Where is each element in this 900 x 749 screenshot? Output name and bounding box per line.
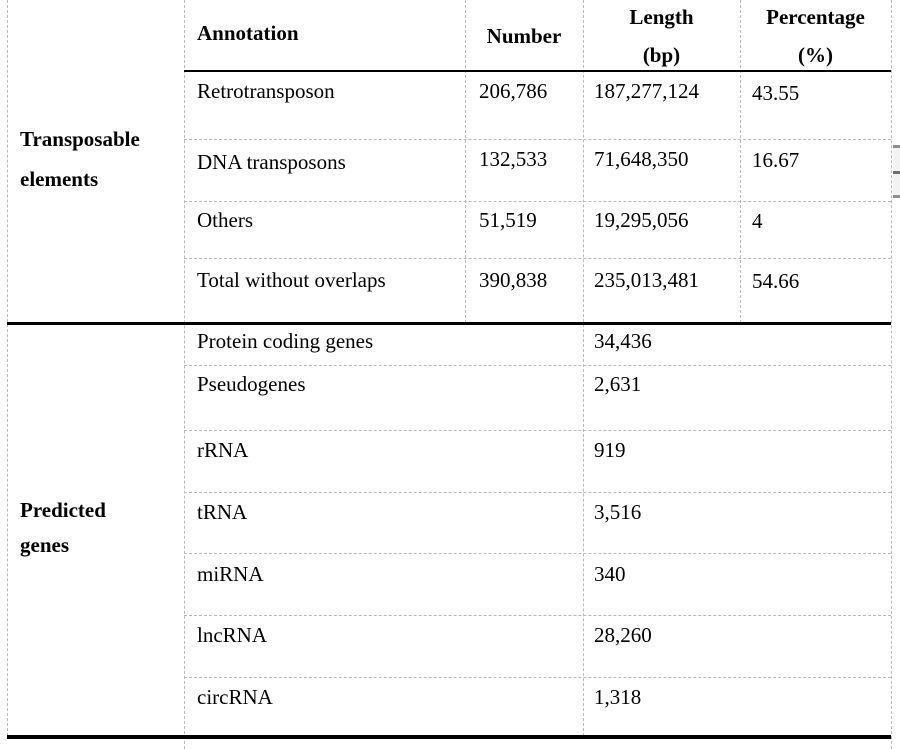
row-rrna-number: 919 [594, 438, 626, 462]
row-dna-transposons-annotation: DNA transposons [197, 150, 346, 174]
row-dna-transposons-percentage: 16.67 [752, 148, 800, 172]
row-mirna-annotation: miRNA [197, 562, 264, 586]
row-gridline [184, 365, 891, 366]
row-trna-annotation: tRNA [197, 500, 248, 524]
header-annotation: Annotation [197, 21, 299, 45]
header-percentage-line2: (%) [798, 43, 833, 67]
number-length-divider [583, 0, 584, 736]
row-protein-coding-number: 34,436 [594, 329, 652, 353]
row-pseudogenes-number: 2,631 [594, 372, 642, 396]
header-underline [184, 70, 891, 72]
row-circrna-number: 1,318 [594, 685, 642, 709]
row-gridline [184, 492, 891, 493]
group-label-transposable-line2: elements [20, 167, 99, 191]
scrollbar-bottom-edge [893, 195, 900, 198]
group-label-predicted-line1: Predicted [20, 498, 106, 522]
row-retrotransposon-number: 206,786 [479, 79, 548, 103]
table-bottom-rule [7, 735, 891, 739]
row-gridline [184, 615, 891, 616]
row-retrotransposon-length: 187,277,124 [594, 79, 699, 103]
row-others-number: 51,519 [479, 208, 537, 232]
row-gridline [184, 430, 891, 431]
group-label-transposable-line1: Transposable [20, 127, 140, 151]
row-gridline [184, 677, 891, 678]
section-divider-rule [7, 322, 891, 325]
row-lncrna-number: 28,260 [594, 623, 652, 647]
row-trna-number: 3,516 [594, 500, 642, 524]
row-gridline [184, 258, 891, 259]
row-circrna-annotation: circRNA [197, 685, 273, 709]
row-pseudogenes-annotation: Pseudogenes [197, 372, 306, 396]
header-percentage-line1: Percentage [766, 5, 865, 29]
group-column-divider [184, 0, 185, 749]
row-total-length: 235,013,481 [594, 268, 699, 292]
scrollbar-fragment[interactable] [893, 145, 900, 198]
row-dna-transposons-length: 71,648,350 [594, 147, 689, 171]
header-number: Number [486, 24, 562, 48]
table-right-border [891, 0, 892, 749]
row-total-percentage: 54.66 [752, 269, 800, 293]
row-total-annotation: Total without overlaps [197, 268, 386, 292]
row-gridline [184, 553, 891, 554]
row-protein-coding-annotation: Protein coding genes [197, 329, 374, 353]
annotation-number-divider [465, 0, 466, 323]
row-others-percentage: 4 [752, 209, 763, 233]
group-label-predicted-line2: genes [20, 533, 69, 557]
header-length-line2: (bp) [642, 43, 681, 67]
row-retrotransposon-annotation: Retrotransposon [197, 79, 335, 103]
row-total-number: 390,838 [479, 268, 548, 292]
length-percentage-divider [740, 0, 741, 323]
row-others-annotation: Others [197, 208, 253, 232]
scrollbar-thumb[interactable] [893, 171, 900, 174]
scrollbar-top-edge [893, 145, 900, 148]
row-mirna-number: 340 [594, 562, 626, 586]
row-lncrna-annotation: lncRNA [197, 623, 267, 647]
header-length-line1: Length [629, 5, 694, 29]
row-others-length: 19,295,056 [594, 208, 689, 232]
row-gridline [184, 201, 891, 202]
row-dna-transposons-number: 132,533 [479, 147, 548, 171]
row-rrna-annotation: rRNA [197, 438, 249, 462]
row-retrotransposon-percentage: 43.55 [752, 81, 800, 105]
row-gridline [184, 139, 891, 140]
table-left-border [7, 0, 8, 736]
